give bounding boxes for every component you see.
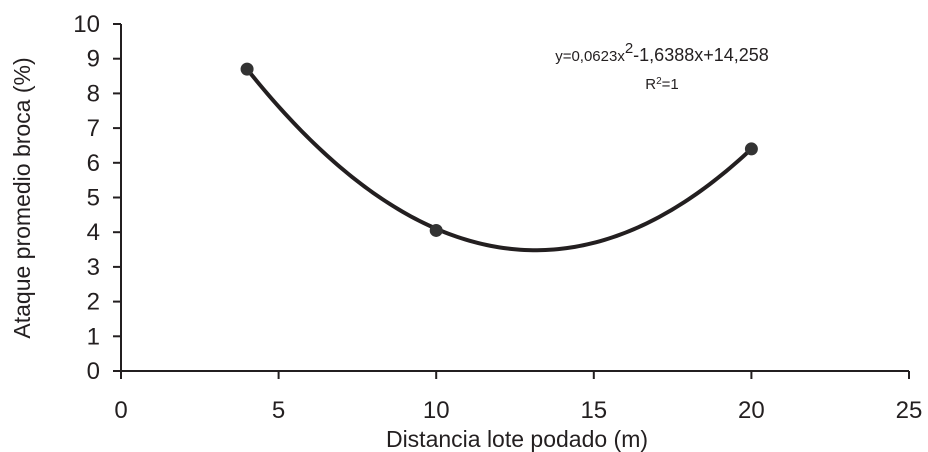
y-tick-label: 9 — [87, 46, 100, 73]
equation-part-2: 1,6388x+14,258 — [639, 45, 769, 65]
data-point — [429, 223, 443, 237]
y-tick-label: 3 — [87, 254, 100, 281]
y-tick-label: 8 — [87, 80, 100, 107]
x-tick-label: 25 — [896, 397, 923, 424]
y-tick-label: 6 — [87, 150, 100, 177]
x-tick-label: 15 — [580, 397, 607, 424]
y-tick-label: 1 — [87, 323, 100, 350]
y-axis: 0 1 2 3 4 5 6 7 8 9 10 — [73, 11, 122, 385]
y-tick-label: 5 — [87, 185, 100, 212]
equation-exponent: 2 — [625, 40, 633, 57]
data-point — [240, 62, 254, 76]
r2-exponent: 2 — [656, 76, 662, 87]
r2-letter: R — [645, 76, 656, 93]
y-tick-label: 10 — [73, 11, 100, 38]
y-tick-label: 7 — [87, 115, 100, 142]
data-point — [744, 142, 758, 156]
data-points — [240, 62, 758, 237]
y-tick-label: 4 — [87, 219, 100, 246]
y-tick-label: 0 — [87, 358, 100, 385]
equation-minus: - — [633, 45, 639, 65]
x-tick-label: 10 — [423, 397, 450, 424]
equation-part-1: y=0,0623x — [555, 48, 625, 65]
trendline-equation: y=0,0623x2-1,6388x+14,258 — [555, 40, 769, 66]
x-axis: 0 5 10 15 20 25 — [114, 370, 923, 424]
x-axis-title: Distancia lote podado (m) — [386, 426, 648, 452]
x-tick-label: 5 — [272, 397, 285, 424]
r-squared-label: R2=1 — [645, 76, 679, 94]
x-tick-label: 20 — [738, 397, 765, 424]
x-tick-label: 0 — [114, 397, 127, 424]
y-axis-title: Ataque promedio broca (%) — [9, 57, 35, 338]
trendline-curve — [245, 67, 754, 253]
r2-value: =1 — [662, 76, 679, 93]
y-tick-label: 2 — [87, 289, 100, 316]
